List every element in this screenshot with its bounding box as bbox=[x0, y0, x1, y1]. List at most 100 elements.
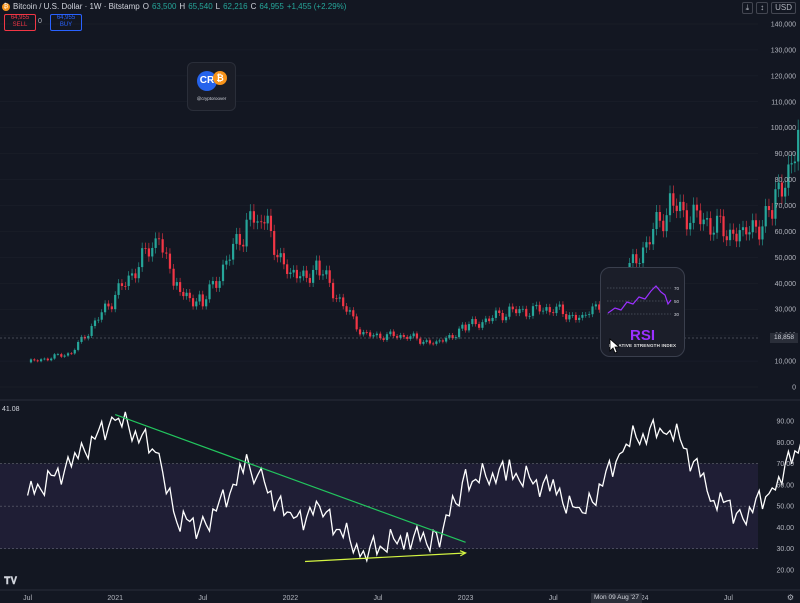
candle-body bbox=[335, 298, 338, 300]
candle-body bbox=[39, 359, 43, 362]
candle-body bbox=[728, 229, 732, 241]
candle-body bbox=[467, 324, 471, 331]
candle-body bbox=[215, 281, 218, 288]
rsi-trendline bbox=[114, 414, 466, 543]
candle-body bbox=[232, 243, 235, 260]
buy-button[interactable]: 64,955 BUY bbox=[50, 14, 82, 31]
candle-body bbox=[308, 277, 311, 283]
candle-body bbox=[719, 215, 722, 217]
time-tick-label: 2021 bbox=[107, 595, 123, 602]
price-tick-label: 60,000 bbox=[775, 229, 797, 236]
logo-handle: @cryptoroover bbox=[196, 96, 227, 101]
candle-body bbox=[225, 260, 228, 265]
candle-body bbox=[399, 335, 402, 338]
time-tick-label: 2022 bbox=[283, 595, 299, 602]
candle-body bbox=[385, 334, 389, 341]
candle-body bbox=[292, 269, 295, 273]
candle-body bbox=[645, 242, 648, 248]
candle-body bbox=[504, 316, 508, 321]
price-tick-label: 40,000 bbox=[775, 281, 797, 288]
candle-body bbox=[725, 236, 728, 241]
candle-body bbox=[515, 309, 518, 314]
tradingview-logo[interactable]: 𝐓𝐕 bbox=[4, 576, 18, 587]
candle-body bbox=[50, 358, 53, 361]
currency-button[interactable]: USD bbox=[771, 2, 796, 14]
bitcoin-icon: ₿ bbox=[2, 2, 10, 11]
candle-body bbox=[419, 338, 422, 344]
candle-body bbox=[172, 268, 175, 286]
high-value: 65,540 bbox=[188, 2, 213, 11]
price-tick-label: 130,000 bbox=[771, 47, 796, 54]
candle-body bbox=[80, 336, 83, 342]
candle-body bbox=[141, 248, 144, 268]
rsi-tick-label: 70.00 bbox=[776, 461, 794, 468]
top-right-toolbar: ⤓ ↕ USD bbox=[741, 2, 796, 14]
time-tick-label: Jul bbox=[23, 595, 32, 602]
symbol-title[interactable]: Bitcoin / U.S. Dollar · 1W · Bitstamp bbox=[13, 2, 140, 11]
candle-body bbox=[588, 314, 591, 316]
candle-body bbox=[175, 282, 178, 286]
candle-body bbox=[43, 358, 46, 360]
candle-body bbox=[668, 193, 672, 216]
time-tick-label: Jul bbox=[724, 595, 733, 602]
candle-body bbox=[631, 254, 635, 264]
candle-body bbox=[73, 349, 76, 354]
candle-body bbox=[741, 227, 745, 231]
candle-body bbox=[501, 313, 504, 321]
download-icon[interactable]: ⤓ bbox=[741, 2, 754, 14]
close-value: 64,955 bbox=[259, 2, 284, 11]
candle-body bbox=[295, 269, 298, 279]
candle-body bbox=[732, 229, 735, 234]
rsi-tick-label: 80.00 bbox=[776, 440, 794, 447]
candle-body bbox=[29, 359, 33, 363]
candle-body bbox=[362, 332, 365, 335]
candle-body bbox=[185, 292, 188, 297]
price-line-badge: 18,858 bbox=[770, 333, 798, 343]
candle-body bbox=[289, 272, 292, 274]
candle-body bbox=[648, 242, 651, 245]
candle-body bbox=[658, 212, 661, 221]
candle-body bbox=[787, 164, 790, 188]
candle-body bbox=[662, 220, 665, 232]
settings-icon[interactable]: ⚙ bbox=[786, 593, 794, 602]
candle-body bbox=[745, 227, 748, 235]
candle-body bbox=[168, 253, 172, 269]
candle-body bbox=[528, 315, 531, 317]
candle-body bbox=[195, 301, 198, 307]
rsi-line bbox=[26, 411, 800, 564]
candle-body bbox=[712, 232, 715, 235]
candle-body bbox=[302, 270, 305, 277]
arrow-icon[interactable]: ↕ bbox=[756, 2, 769, 14]
candle-body bbox=[797, 129, 800, 162]
candle-body bbox=[392, 331, 395, 337]
candle-body bbox=[641, 247, 645, 264]
candle-body bbox=[715, 215, 719, 233]
candle-body bbox=[66, 353, 70, 356]
candle-body bbox=[448, 335, 451, 338]
candle-body bbox=[114, 294, 117, 310]
sell-button[interactable]: 64,955 SELL bbox=[4, 14, 36, 31]
candle-body bbox=[689, 222, 692, 230]
rsi-axis: 90.00 80.00 70.00 60.00 50.00 40.00 30.00 20.00 bbox=[776, 419, 794, 575]
time-axis[interactable]: Jul2021Jul2022Jul2023Jul2024Jul2025Jul20… bbox=[0, 589, 800, 602]
candle-body bbox=[767, 206, 771, 211]
symbol-header[interactable]: ₿ Bitcoin / U.S. Dollar · 1W · Bitstamp … bbox=[2, 2, 346, 11]
candle-body bbox=[412, 333, 415, 337]
candle-body bbox=[474, 319, 477, 325]
candle-body bbox=[561, 304, 565, 315]
open-label: O bbox=[142, 2, 149, 11]
candle-body bbox=[154, 238, 157, 248]
candle-body bbox=[242, 244, 245, 247]
candle-body bbox=[53, 354, 56, 359]
candle-body bbox=[675, 205, 678, 212]
price-tick-label: 140,000 bbox=[771, 22, 796, 29]
candle-body bbox=[276, 254, 279, 258]
sell-label: SELL bbox=[12, 22, 28, 28]
candle-body bbox=[481, 322, 484, 328]
candle-body bbox=[87, 335, 90, 339]
candle-body bbox=[97, 319, 100, 321]
rsi-tick-label: 60.00 bbox=[776, 482, 794, 489]
candle-body bbox=[722, 216, 725, 237]
candle-body bbox=[491, 317, 494, 322]
